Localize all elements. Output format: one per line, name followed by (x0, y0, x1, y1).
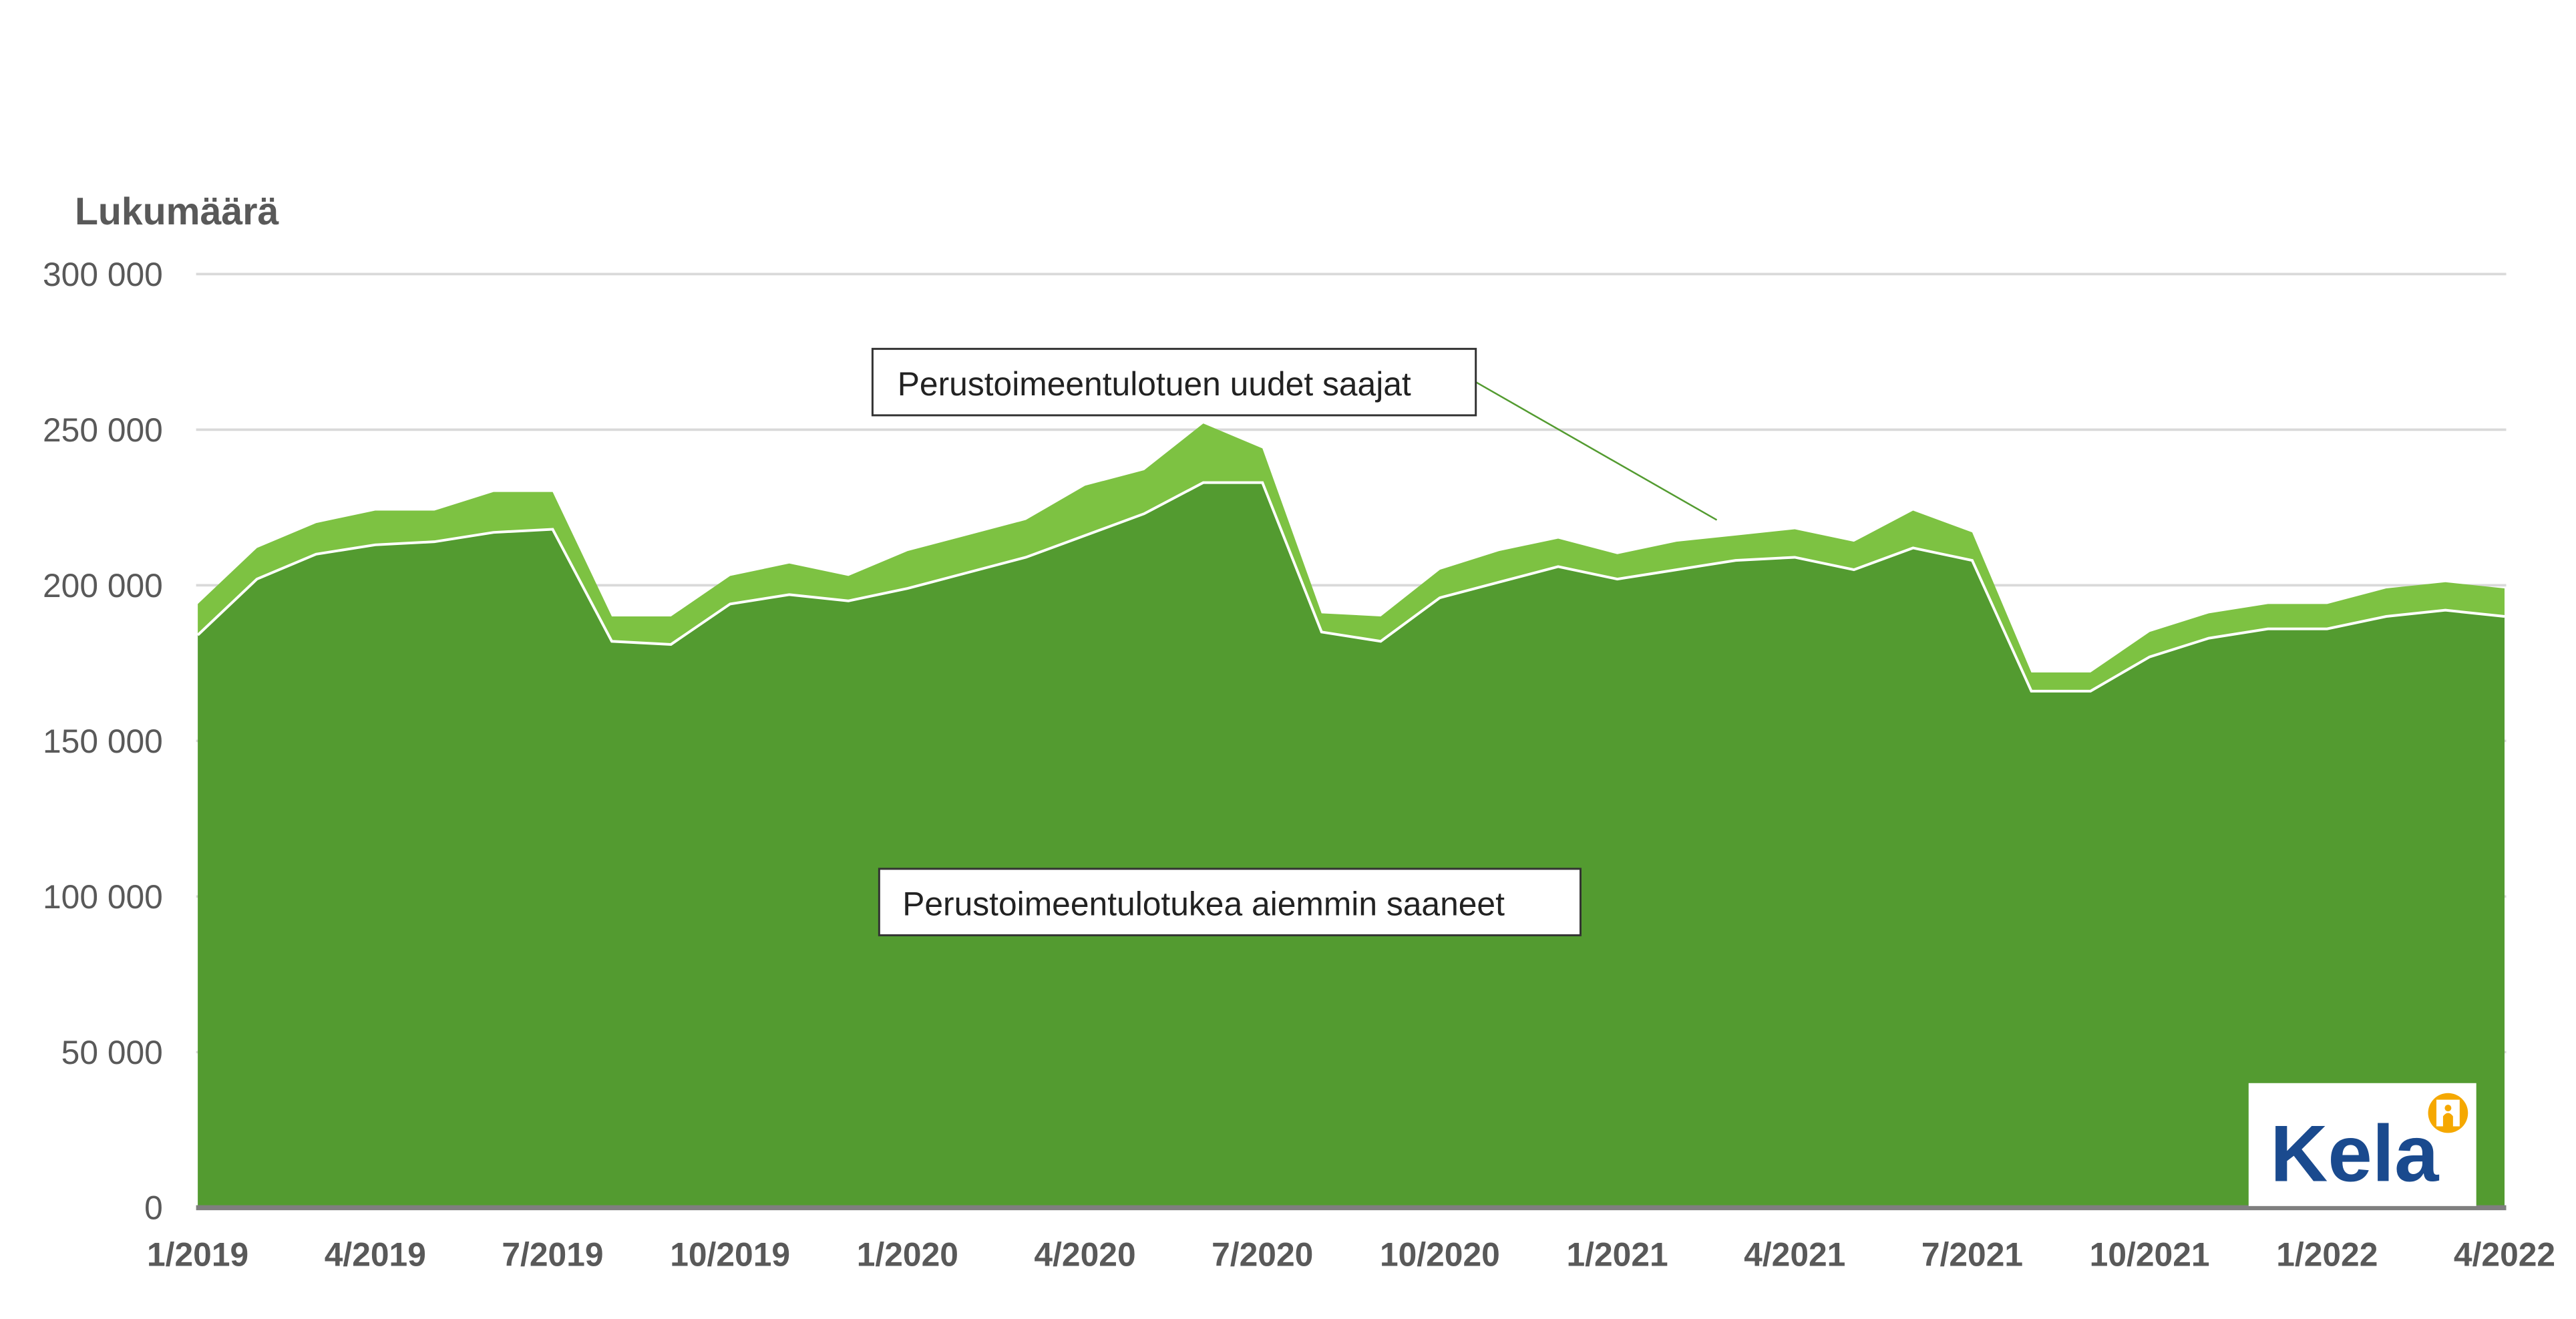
y-tick-labels: 0 50 000 100 000 150 000 200 000 250 000 300 0… (43, 256, 163, 1227)
x-tick-label: 1/2021 (1566, 1236, 1668, 1273)
kela-logo-text: Kela (2270, 1110, 2440, 1199)
x-tick-label: 10/2021 (2090, 1236, 2210, 1273)
y-tick-label: 300 000 (43, 256, 163, 293)
y-tick-label: 250 000 (43, 411, 163, 449)
series-boundary-line (196, 481, 2505, 693)
annotation-previous-recipients-text: Perustoimeentulotukea aiemmin saaneet (902, 886, 1505, 923)
x-tick-label: 7/2020 (1212, 1236, 1313, 1273)
y-tick-label: 50 000 (61, 1034, 163, 1071)
y-tick-label: 100 000 (43, 878, 163, 916)
y-tick-label: 200 000 (43, 567, 163, 604)
annotation-previous-recipients: Perustoimeentulotukea aiemmin saaneet (878, 868, 1582, 936)
y-tick-label: 0 (144, 1189, 163, 1227)
x-tick-label: 10/2019 (670, 1236, 790, 1273)
x-tick-label: 1/2019 (147, 1236, 248, 1273)
x-tick-label: 4/2022 (2454, 1236, 2555, 1273)
x-tick-label: 10/2020 (1380, 1236, 1500, 1273)
y-axis-title: Lukumäärä (75, 190, 279, 233)
x-tick-label: 1/2022 (2276, 1236, 2378, 1273)
x-tick-label: 7/2021 (1921, 1236, 2023, 1273)
plot-area (196, 423, 2505, 1208)
x-tick-label: 4/2019 (325, 1236, 426, 1273)
x-tick-labels: 1/2019 4/2019 7/2019 10/2019 1/2020 4/2020 7/2… (147, 1236, 2555, 1273)
annotation-leader-line (1475, 381, 1718, 521)
x-tick-label: 4/2021 (1744, 1236, 1845, 1273)
x-tick-label: 1/2020 (857, 1236, 958, 1273)
y-tick-label: 150 000 (43, 723, 163, 760)
annotation-new-recipients-text: Perustoimeentulotuen uudet saajat (898, 365, 1411, 403)
kela-logo: Kela (2248, 1083, 2476, 1206)
x-tick-label: 7/2019 (502, 1236, 603, 1273)
annotation-new-recipients: Perustoimeentulotuen uudet saajat (871, 347, 1477, 417)
x-tick-label: 4/2020 (1034, 1236, 1135, 1273)
area-previous-recipients (198, 482, 2505, 1208)
